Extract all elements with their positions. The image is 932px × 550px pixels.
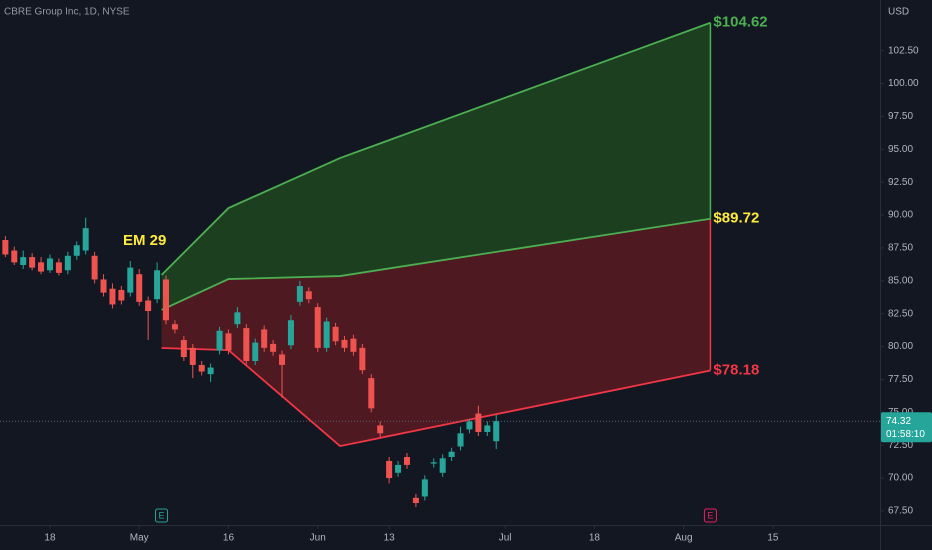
annotation: EM 29	[123, 232, 166, 249]
candle-body	[430, 462, 437, 464]
x-tick-label: Aug	[675, 533, 693, 544]
x-tick-label: 15	[767, 533, 779, 544]
event-marker	[155, 508, 169, 523]
band-fill	[161, 218, 711, 447]
candle-body	[475, 413, 482, 433]
x-tick-label: 16	[223, 533, 235, 544]
candle-body	[163, 279, 170, 321]
candle-body	[359, 347, 366, 371]
candle-body	[109, 288, 116, 305]
candle-body	[55, 262, 62, 273]
candle-body	[314, 307, 321, 348]
candle-body	[20, 257, 27, 265]
y-tick-label: 87.50	[888, 243, 913, 254]
candle-body	[421, 479, 428, 497]
candle-body	[234, 312, 241, 325]
y-tick-label: 92.50	[888, 177, 913, 188]
candle-body	[136, 274, 143, 302]
x-tick-label: Jun	[310, 533, 326, 544]
candle-body	[46, 258, 53, 271]
candle-body	[118, 289, 125, 301]
candle-body	[484, 425, 491, 433]
candle-body	[323, 321, 330, 348]
candle-body	[154, 270, 161, 300]
last-price-label: 74.32	[886, 416, 911, 427]
x-tick-label: 18	[44, 533, 56, 544]
candle-body	[29, 257, 36, 268]
chart-title: CBRE Group Inc, 1D, NYSE	[4, 7, 130, 18]
y-tick-label: 85.00	[888, 275, 913, 286]
candle-body	[64, 255, 71, 271]
candle-body	[270, 343, 277, 352]
candle-body	[180, 339, 187, 358]
y-tick-label: 102.50	[888, 45, 919, 56]
y-tick-label: 70.00	[888, 473, 913, 484]
candle-body	[171, 324, 178, 330]
candle-body	[252, 342, 259, 362]
candle-body	[38, 262, 45, 272]
x-tick-label: May	[130, 533, 149, 544]
band-end-label: $78.18	[713, 361, 759, 378]
candle-body	[386, 460, 393, 479]
y-tick-label: 97.50	[888, 111, 913, 122]
y-tick-label: 95.00	[888, 144, 913, 155]
candle-body	[145, 300, 152, 312]
band-end-label: $89.72	[713, 210, 759, 227]
band-line	[161, 217, 711, 311]
candle-body	[261, 329, 268, 348]
candle-body	[279, 354, 286, 365]
y-tick-label: 77.50	[888, 374, 913, 385]
y-tick-label: 82.50	[888, 308, 913, 319]
candle-body	[198, 364, 205, 372]
candle-body	[341, 339, 348, 348]
candle-body	[2, 240, 9, 255]
candle-body	[466, 421, 473, 430]
candle-body	[207, 367, 214, 375]
candle-body	[377, 425, 384, 434]
y-tick-label: 90.00	[888, 210, 913, 221]
y-tick-label: 72.50	[888, 440, 913, 451]
y-tick-label: 100.00	[888, 78, 919, 89]
y-tick-label: 67.50	[888, 506, 913, 517]
candle-body	[127, 267, 134, 293]
event-marker	[703, 508, 717, 523]
currency-label: USD	[888, 7, 909, 18]
candle-body	[243, 328, 250, 362]
candle-body	[216, 330, 223, 351]
event-label: E	[159, 510, 165, 520]
candle-body	[395, 464, 402, 473]
band-fill	[161, 22, 711, 310]
candle-body	[100, 279, 107, 293]
candle-body	[412, 497, 419, 504]
candle-body	[448, 451, 455, 458]
candle-body	[439, 458, 446, 473]
candle-body	[493, 421, 500, 442]
candle-body	[350, 338, 357, 352]
x-tick-label: 13	[384, 533, 396, 544]
last-price-box	[881, 412, 932, 443]
candle-body	[287, 320, 294, 346]
x-tick-label: 18	[589, 533, 601, 544]
candle-body	[457, 433, 464, 447]
candle-body	[189, 347, 196, 365]
candle-body	[82, 228, 89, 251]
candle-body	[368, 378, 375, 409]
band-end-label: $104.62	[713, 14, 767, 31]
candle-body	[73, 245, 80, 256]
event-label: E	[707, 510, 713, 520]
y-tick-label: 80.00	[888, 341, 913, 352]
candle-body	[225, 333, 232, 351]
countdown-label: 01:58:10	[886, 429, 925, 440]
candle-body	[332, 326, 339, 342]
candle-body	[296, 286, 303, 302]
candle-body	[305, 291, 312, 300]
candle-body	[403, 457, 410, 465]
candle-body	[11, 250, 18, 263]
x-tick-label: Jul	[499, 533, 512, 544]
candle-body	[91, 255, 98, 280]
band-line	[160, 21, 711, 276]
